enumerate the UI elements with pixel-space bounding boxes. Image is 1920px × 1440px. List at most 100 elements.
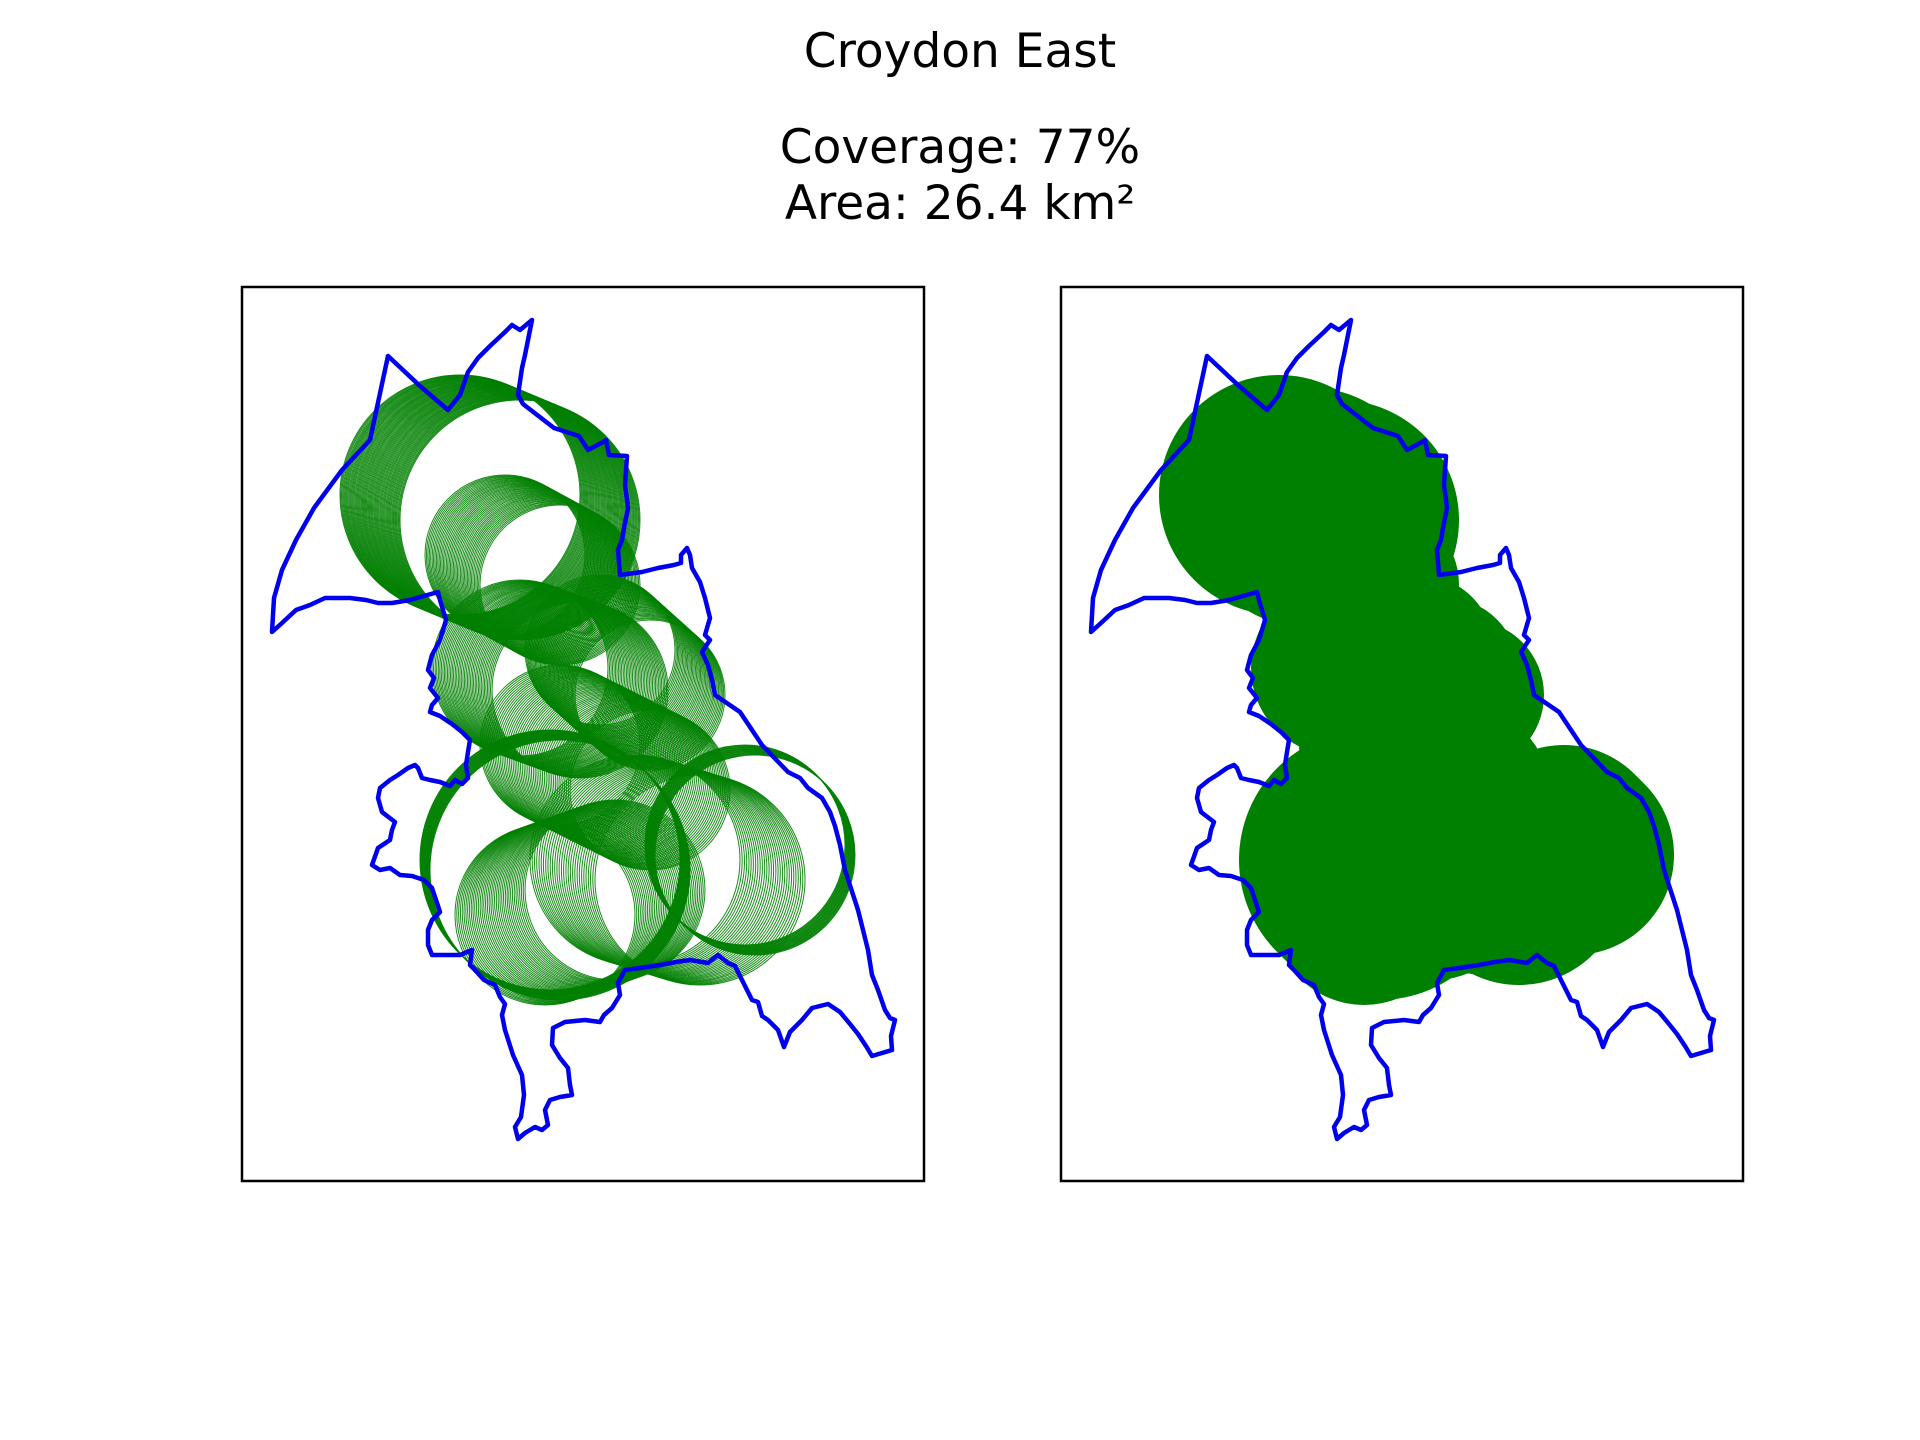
panel-filled-circles — [1059, 285, 1745, 1183]
coverage-circle — [507, 678, 669, 840]
coverage-circle — [541, 589, 693, 741]
coverage-circle — [456, 492, 618, 654]
coverage-circle — [512, 681, 674, 842]
area-label: Area: 26.4 km² — [784, 176, 1136, 231]
coverage-circle — [553, 701, 714, 863]
coverage-circle — [592, 773, 804, 985]
coverage-circle — [435, 480, 597, 642]
coverage-circle — [532, 581, 684, 733]
coverage-circle — [567, 708, 729, 870]
coverage-circle — [457, 589, 635, 767]
panel-frame — [1059, 285, 1745, 1183]
coverage-circle — [520, 800, 702, 982]
coverage-circle — [549, 699, 711, 861]
coverage-circle — [438, 482, 600, 644]
coverage-circle — [431, 478, 593, 640]
coverage-circle — [558, 763, 770, 975]
coverage-circle — [543, 696, 705, 858]
coverage-circle — [492, 811, 674, 992]
constituency-boundary — [1088, 317, 1717, 1142]
coverage-circle — [569, 766, 781, 978]
coverage-circle — [495, 809, 677, 991]
coverage-circle — [565, 707, 727, 869]
coverage-circle — [540, 694, 702, 856]
coverage-circle — [456, 588, 634, 766]
coverage-circle — [560, 764, 772, 976]
coverage-circle — [542, 590, 694, 742]
coverage-circle — [515, 802, 697, 984]
coverage-circle — [541, 695, 703, 857]
coverage-circle — [510, 680, 672, 842]
coverage-circle — [556, 703, 718, 865]
coverage-circle — [442, 484, 604, 646]
panel-outline-circles — [240, 285, 926, 1183]
coverage-circle — [468, 593, 646, 770]
coverage-circle — [534, 692, 696, 854]
coverage-circle — [527, 688, 689, 850]
coverage-circle — [536, 584, 687, 736]
coverage-circle — [433, 479, 594, 641]
coverage-circle — [529, 579, 681, 731]
coverage-label: Coverage: 77% — [779, 120, 1141, 175]
coverage-filled-circles — [1159, 375, 1674, 1005]
coverage-circle — [532, 691, 694, 853]
constituency-boundary — [269, 317, 898, 1142]
coverage-circle — [434, 479, 596, 641]
coverage-circle — [545, 697, 707, 859]
coverage-circle — [594, 774, 806, 986]
coverage-circle — [508, 679, 670, 841]
coverage-circle — [440, 483, 601, 644]
coverage-circle — [481, 814, 663, 996]
coverage-circle — [448, 585, 626, 763]
coverage-circle — [551, 761, 763, 973]
coverage-circle — [525, 687, 687, 849]
coverage-circle — [514, 681, 676, 843]
coverage-circle — [439, 582, 617, 760]
coverage-circle — [530, 690, 692, 852]
coverage-circle — [527, 576, 679, 728]
map-title: Croydon East — [803, 24, 1117, 79]
coverage-circle — [508, 805, 690, 987]
coverage-circle — [645, 745, 846, 946]
coverage-circle — [554, 702, 716, 864]
coverage-circle — [465, 591, 643, 769]
coverage-circle — [528, 578, 680, 729]
coverage-circle — [537, 586, 689, 737]
coverage-circle — [654, 754, 856, 956]
coverage-circle — [539, 588, 691, 740]
coverage-circle — [490, 600, 667, 778]
coverage-circle — [524, 799, 706, 981]
coverage-circle — [547, 698, 709, 860]
coverage-circle — [519, 684, 681, 846]
coverage-circle — [516, 682, 678, 844]
coverage-circle — [560, 704, 722, 866]
coverage-circle — [572, 767, 784, 979]
coverage-circle — [442, 583, 620, 761]
coverage-circle — [441, 483, 603, 645]
coverage-circle — [518, 683, 680, 845]
coverage-circle — [430, 477, 592, 639]
coverage-outline-circles — [339, 374, 856, 1006]
coverage-circle — [474, 595, 652, 773]
panel-frame — [240, 285, 926, 1183]
coverage-circle — [543, 591, 695, 743]
coverage-circle — [563, 764, 775, 976]
coverage-circle — [511, 804, 693, 985]
coverage-circle — [488, 812, 670, 994]
coverage-circle — [529, 689, 691, 851]
coverage-circle — [569, 709, 731, 871]
coverage-circle — [562, 705, 724, 867]
coverage-circle — [437, 481, 599, 643]
coverage-circle — [1389, 710, 1549, 870]
coverage-circle — [534, 583, 686, 735]
coverage-circle — [558, 704, 720, 865]
coverage-circle — [549, 760, 761, 972]
coverage-circle — [521, 685, 683, 847]
coverage-circle — [533, 582, 685, 734]
coverage-circle — [538, 587, 690, 739]
coverage-circle — [551, 700, 713, 862]
coverage-circle — [538, 693, 700, 855]
coverage-circle — [653, 753, 855, 955]
coverage-circle — [499, 808, 681, 990]
